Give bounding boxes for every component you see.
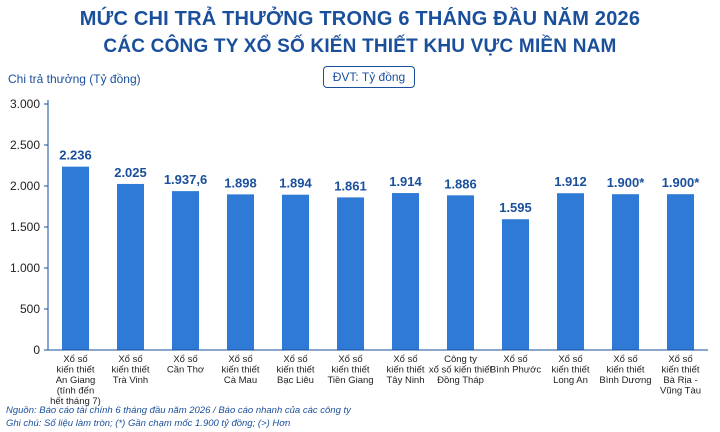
- bar: [667, 194, 694, 350]
- data-label: 1.886: [444, 176, 477, 191]
- data-label: 1.937,6: [164, 172, 207, 187]
- data-label: 1.898: [224, 175, 257, 190]
- data-label: 1.900*: [607, 175, 646, 190]
- category-label: Xổ số kiến thiết Bạc Liêu: [276, 354, 314, 386]
- bar: [502, 219, 529, 350]
- category-label: Xổ số kiến thiết An Giang (tính đến hết thán…: [50, 354, 101, 407]
- y-tick-label: 2.000: [10, 179, 40, 193]
- category-label: Xổ số kiến thiết Long An: [551, 354, 589, 386]
- category-label: Xổ số kiến thiết Bà Rịa -Vũng Tàu: [660, 354, 701, 397]
- y-tick-label: 0: [33, 343, 40, 357]
- bar: [62, 166, 89, 350]
- y-tick-label: 3.000: [10, 97, 40, 111]
- bar: [227, 194, 254, 350]
- category-label: Xổ số kiến thiết Trà Vinh: [111, 354, 149, 386]
- bar: [557, 193, 584, 350]
- bar: [337, 197, 364, 350]
- category-label: Xổ số Cần Thơ: [167, 354, 204, 376]
- data-label: 1.861: [334, 178, 367, 193]
- chart-title: MỨC CHI TRẢ THƯỞNG TRONG 6 THÁNG ĐẦU NĂM…: [79, 8, 641, 30]
- unit-badge: ĐVT: Tỷ đồng: [323, 66, 415, 88]
- category-label: Xổ số kiến thiết Cà Mau: [221, 354, 259, 386]
- data-label: 1.595: [499, 200, 532, 215]
- category-label: Xổ số kiến thiết Bình Dương: [599, 354, 651, 386]
- category-label: Xổ số Bình Phước: [490, 354, 541, 376]
- category-label: Xổ số kiến thiết Tây Ninh: [386, 354, 424, 386]
- data-label: 1.914: [389, 174, 422, 189]
- data-label: 1.912: [554, 174, 587, 189]
- y-tick-label: 1.500: [10, 220, 40, 234]
- y-tick-label: 500: [20, 302, 40, 316]
- data-label: 1.900*: [662, 175, 701, 190]
- y-tick-label: 2.500: [10, 138, 40, 152]
- data-label: 2.025: [114, 165, 147, 180]
- bar: [612, 194, 639, 350]
- source-note: Nguồn: Báo cáo tài chính 6 tháng đầu năm…: [6, 405, 351, 416]
- bar: [447, 195, 474, 350]
- footnote: Ghi chú: Số liệu làm tròn; (*) Gần chạm …: [6, 418, 291, 429]
- bar: [392, 193, 419, 350]
- category-label: Xổ số kiến thiết Tiền Giang: [327, 354, 373, 386]
- bar: [172, 191, 199, 350]
- y-tick-label: 1.000: [10, 261, 40, 275]
- data-label: 1.894: [279, 176, 312, 191]
- category-label: Công ty xổ số kiến thiết Đồng Tháp: [429, 354, 493, 386]
- bar: [117, 183, 144, 350]
- bar: [282, 194, 309, 350]
- data-label: 2.236: [59, 148, 92, 163]
- chart-subtitle: CÁC CÔNG TY XỔ SỐ KIẾN THIẾT KHU VỰC MIỀ…: [103, 36, 617, 57]
- y-axis-title: Chi trả thưởng (Tỷ đồng): [8, 72, 141, 86]
